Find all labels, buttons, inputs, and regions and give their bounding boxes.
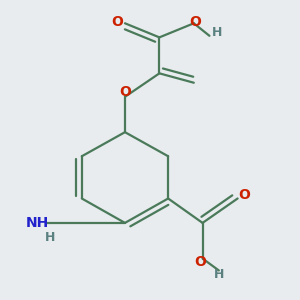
Text: H: H [212, 26, 223, 39]
Text: NH: NH [26, 216, 49, 230]
Text: O: O [238, 188, 250, 203]
Text: O: O [111, 15, 123, 29]
Text: H: H [45, 231, 56, 244]
Text: O: O [194, 255, 206, 269]
Text: O: O [119, 85, 131, 99]
Text: O: O [190, 15, 202, 29]
Text: H: H [214, 268, 224, 281]
